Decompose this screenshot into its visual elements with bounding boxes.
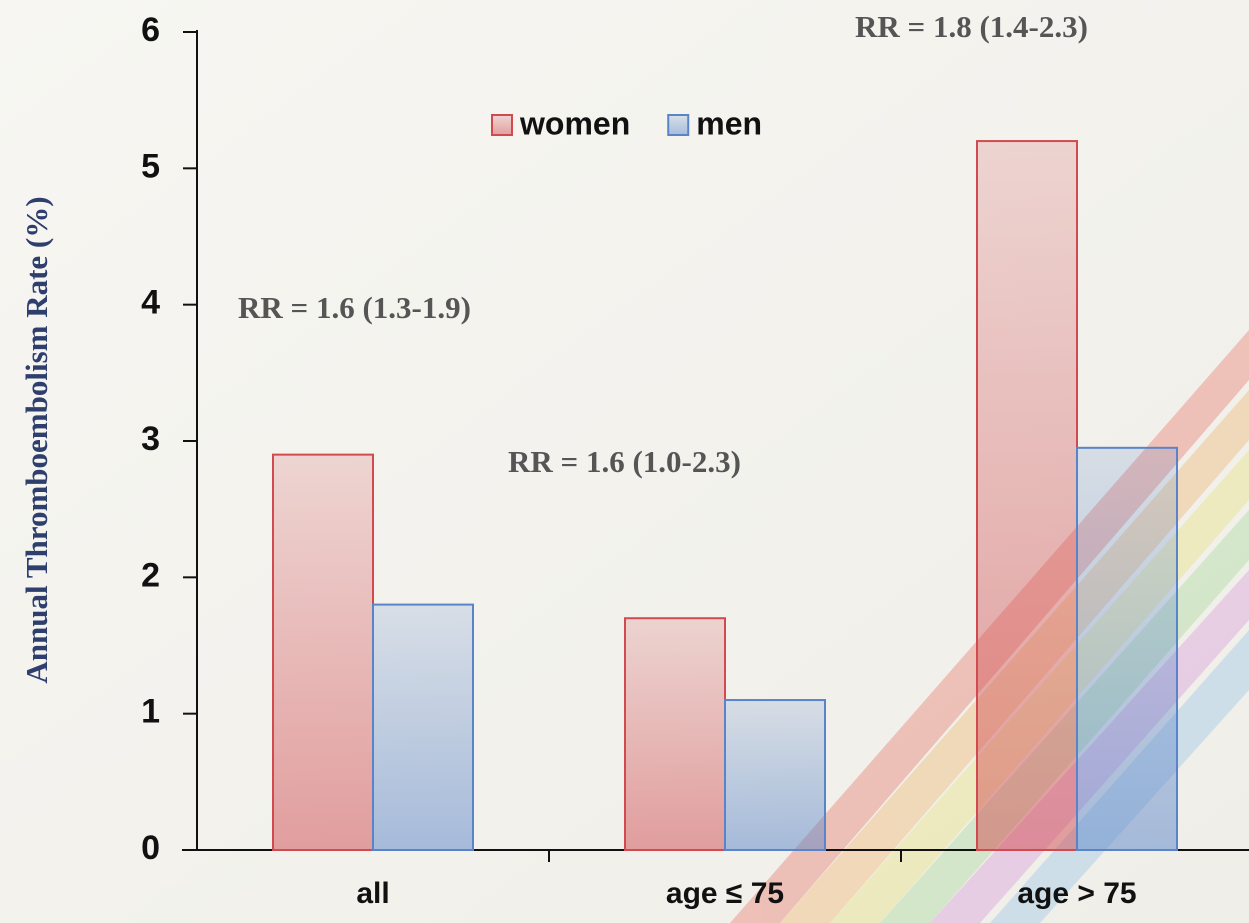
legend-label: men <box>696 105 762 141</box>
chart: Annual Thromboembolism Rate (%) 0 1 2 3 4 5 6 a… <box>0 0 1249 923</box>
y-tick-label: 0 <box>141 829 160 867</box>
bar <box>1077 448 1177 850</box>
y-tick-label: 3 <box>141 420 160 458</box>
x-tick-label: all <box>356 877 389 910</box>
legend-label: women <box>519 105 630 141</box>
y-axis-label: Annual Thromboembolism Rate (%) <box>19 196 54 683</box>
bar <box>725 700 825 850</box>
annotation: RR = 1.8 (1.4-2.3) <box>855 9 1088 44</box>
x-tick-label: age ≤ 75 <box>666 877 784 910</box>
bar <box>273 455 373 850</box>
bar <box>373 605 473 850</box>
y-tick-label: 6 <box>141 11 160 49</box>
y-tick-label: 2 <box>141 556 160 594</box>
legend-swatch <box>668 115 688 135</box>
bar <box>977 141 1077 850</box>
y-tick-label: 5 <box>141 147 160 185</box>
y-tick-label: 4 <box>141 284 160 322</box>
y-tick-label: 1 <box>141 693 160 731</box>
legend-swatch <box>492 115 512 135</box>
x-tick-label: age > 75 <box>1017 877 1136 910</box>
bar <box>625 618 725 850</box>
annotation: RR = 1.6 (1.0-2.3) <box>508 444 741 479</box>
annotation: RR = 1.6 (1.3-1.9) <box>238 290 471 325</box>
